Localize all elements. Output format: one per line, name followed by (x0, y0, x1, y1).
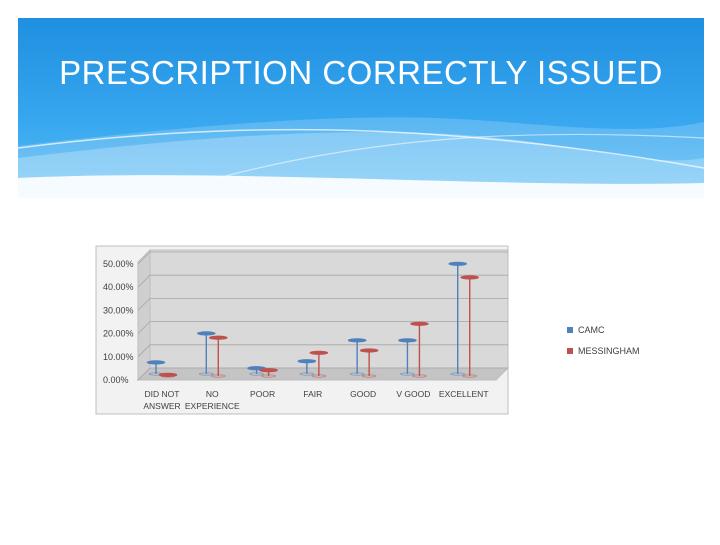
y-tick-label: 0.00% (103, 375, 129, 385)
plot-side-wall (137, 248, 151, 382)
banner-wave-decoration (18, 117, 704, 198)
gridline (137, 274, 508, 288)
y-tick-label: 30.00% (103, 305, 134, 315)
x-category-label: EXCELLENT (439, 389, 489, 399)
bar-camc-base (299, 372, 315, 376)
title-banner: PRESCRIPTION CORRECTLY ISSUED (18, 18, 704, 198)
bar-camc-base (249, 372, 264, 376)
gridline (137, 297, 508, 311)
y-tick-label: 40.00% (103, 282, 134, 292)
bar-messingham-cap (309, 350, 329, 355)
legend-swatch (567, 348, 573, 354)
x-category-label: V GOOD (396, 389, 430, 399)
bar-camc-base (198, 372, 214, 376)
bar-messingham-base (311, 374, 327, 378)
legend-label: MESSINGHAM (578, 346, 640, 356)
plot-floor (136, 367, 510, 381)
x-category-label: EXPERIENCE (185, 401, 240, 411)
bar-camc-cap (297, 359, 317, 364)
bar-messingham-cap (359, 348, 379, 353)
x-category-label: ANSWER (143, 401, 180, 411)
bar-messingham-base (412, 374, 427, 378)
bar-camc-cap (398, 338, 417, 343)
bar-camc-base (400, 372, 415, 376)
x-category-label: FAIR (303, 389, 322, 399)
bar-messingham-base (462, 374, 478, 378)
x-category-label: GOOD (350, 389, 376, 399)
y-tick-label: 10.00% (103, 352, 134, 362)
bar-messingham-base (210, 374, 226, 378)
legend-label: CAMC (578, 325, 605, 335)
bar-camc-cap (347, 338, 367, 343)
plot-back-wall (149, 249, 509, 369)
bar-messingham-cap (460, 275, 480, 280)
gridline (137, 251, 508, 265)
bar-messingham-base (261, 374, 276, 378)
x-category-label: POOR (250, 389, 275, 399)
bar-messingham-base (361, 374, 377, 378)
gridline (137, 367, 508, 381)
gridline (137, 344, 508, 358)
slide-title: PRESCRIPTION CORRECTLY ISSUED (59, 54, 663, 91)
y-tick-label: 20.00% (103, 329, 134, 339)
bar-camc-cap (146, 360, 166, 365)
y-tick-label: 50.00% (103, 259, 134, 269)
bar-camc-base (450, 372, 466, 376)
legend-swatch (567, 327, 573, 333)
bar-messingham-cap (410, 321, 429, 326)
bar-camc-cap (448, 261, 468, 266)
bar-camc-base (349, 372, 365, 376)
bar-messingham-cap (259, 368, 278, 373)
bar-camc-cap (196, 331, 216, 336)
x-category-label: DID NOT (145, 389, 180, 399)
x-category-label: NO (206, 389, 219, 399)
bar-messingham-cap (208, 335, 228, 340)
gridline (137, 321, 508, 334)
bar-messingham-base (160, 374, 176, 378)
